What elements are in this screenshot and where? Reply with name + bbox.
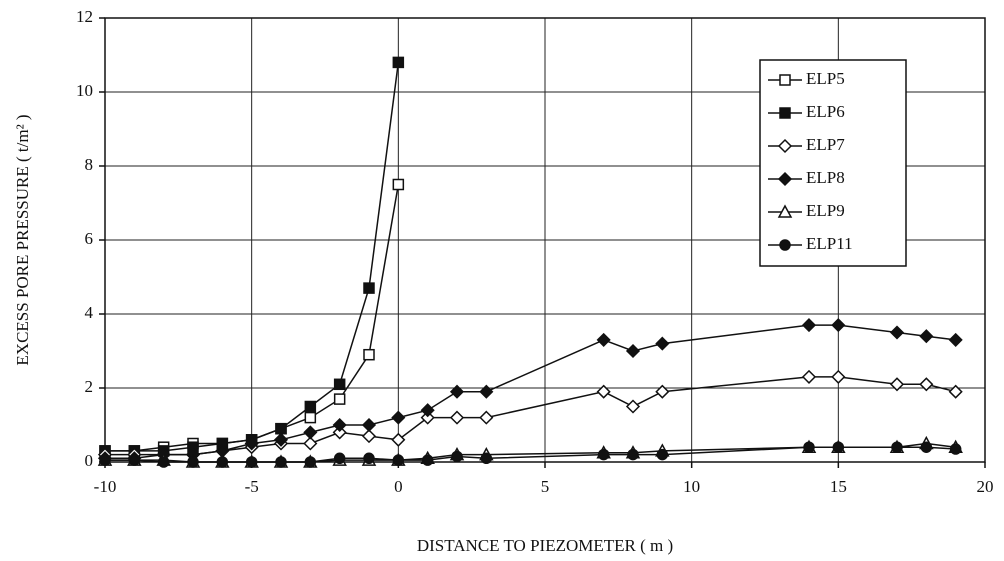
x-tick-label: 15 (830, 477, 847, 496)
marker (625, 399, 641, 414)
marker (421, 454, 434, 466)
marker (273, 432, 289, 447)
marker (361, 417, 377, 433)
marker (420, 403, 435, 418)
y-tick-label: 6 (85, 229, 94, 248)
marker (187, 456, 199, 468)
marker (889, 377, 905, 392)
marker (831, 318, 846, 333)
legend-marker (779, 107, 791, 119)
marker (391, 432, 406, 447)
marker (625, 343, 641, 359)
legend-label: ELP6 (806, 102, 845, 121)
marker (655, 336, 670, 351)
marker (801, 369, 817, 384)
legend-label: ELP11 (806, 234, 853, 253)
marker (332, 417, 347, 433)
marker (801, 318, 817, 333)
marker (831, 369, 846, 384)
marker (303, 436, 318, 451)
y-axis-label: EXCESS PORE PRESSURE ( t/m² ) (13, 114, 32, 365)
marker (449, 384, 465, 399)
marker (803, 441, 815, 453)
legend-marker (777, 204, 793, 218)
y-tick-label: 10 (76, 81, 93, 100)
marker (333, 393, 346, 405)
marker (244, 436, 259, 451)
x-axis-label: DISTANCE TO PIEZOMETER ( m ) (417, 536, 673, 555)
marker (596, 384, 611, 399)
marker (949, 443, 962, 455)
x-tick-label: 10 (683, 477, 700, 496)
marker (333, 378, 346, 391)
x-tick-label: 5 (541, 477, 550, 496)
legend-label: ELP7 (806, 135, 845, 154)
marker (656, 448, 669, 461)
marker (832, 441, 845, 453)
marker (216, 456, 229, 468)
marker (627, 448, 639, 461)
x-tick-label: 20 (977, 477, 994, 496)
marker (597, 448, 610, 461)
marker (304, 411, 317, 424)
marker (392, 178, 405, 191)
legend-box (759, 59, 907, 267)
legend-label: ELP9 (806, 201, 845, 220)
y-tick-label: 0 (85, 451, 94, 470)
legend-marker (777, 138, 793, 154)
marker (948, 384, 963, 399)
series-line (105, 442, 956, 463)
marker (333, 452, 346, 465)
marker (363, 348, 375, 361)
marker (420, 410, 435, 425)
marker (948, 332, 963, 347)
x-tick-label: 0 (394, 477, 403, 496)
marker (655, 384, 670, 399)
marker (919, 329, 934, 344)
marker (275, 422, 287, 435)
marker (479, 384, 494, 399)
marker (128, 454, 141, 466)
marker (480, 452, 493, 465)
marker (304, 400, 317, 413)
marker (920, 441, 933, 453)
y-tick-label: 2 (85, 377, 94, 396)
marker (891, 441, 903, 453)
marker (303, 425, 318, 440)
x-tick-label: -10 (94, 477, 117, 496)
marker (363, 282, 375, 294)
legend-label: ELP8 (806, 168, 845, 187)
marker (596, 332, 611, 347)
legend-marker (779, 74, 791, 86)
plot-frame (104, 17, 986, 463)
marker (449, 410, 465, 425)
marker (332, 425, 347, 440)
marker (391, 410, 406, 425)
marker (479, 410, 494, 425)
legend-marker (779, 239, 791, 251)
series-line (105, 324, 956, 460)
marker (304, 456, 317, 468)
y-tick-label: 12 (76, 7, 93, 26)
y-tick-label: 4 (85, 303, 94, 322)
marker (889, 325, 905, 340)
marker (363, 452, 375, 465)
marker (275, 456, 287, 468)
y-tick-label: 8 (85, 155, 94, 174)
marker (919, 377, 934, 392)
x-tick-label: -5 (245, 477, 259, 496)
marker (157, 456, 170, 468)
marker (451, 450, 463, 463)
marker (245, 456, 258, 468)
marker (99, 454, 111, 466)
marker (361, 429, 377, 444)
marker (392, 56, 405, 69)
legend-marker (777, 171, 793, 187)
legend-label: ELP5 (806, 69, 845, 88)
series-line (105, 446, 956, 463)
marker (392, 454, 405, 466)
